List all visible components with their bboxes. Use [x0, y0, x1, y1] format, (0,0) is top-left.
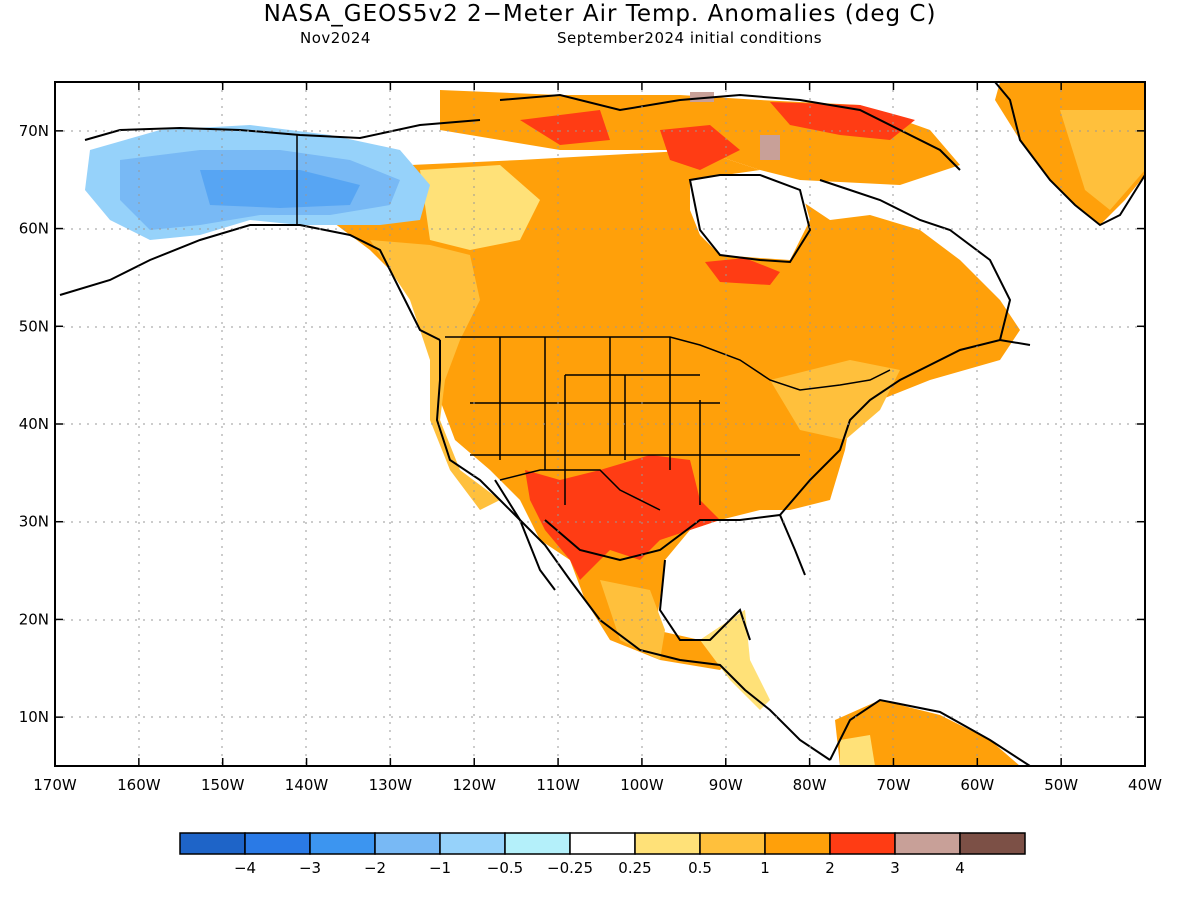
colorbar-swatch: [309, 832, 376, 855]
anomaly-region-texas-mexico: [525, 455, 720, 580]
lon-tick-label: 120W: [452, 776, 496, 794]
coastline-arctic: [499, 93, 961, 171]
longitude-axis: 170W 160W 150W 140W 130W 120W 110W 100W 90W 80W 70…: [33, 82, 1162, 794]
anomaly-region-alaska-deep: [200, 170, 360, 208]
political-borders: [296, 135, 891, 511]
anomaly-region-arctic-red-2: [520, 110, 610, 145]
colorbar-label: −0.25: [547, 859, 593, 877]
anomaly-region-baffin-red: [660, 125, 740, 170]
colorbar-swatch: [699, 832, 766, 855]
lat-tick-label: 20N: [19, 610, 49, 628]
lat-tick-label: 10N: [19, 708, 49, 726]
lat-tick-label: 40N: [19, 415, 49, 433]
latitude-axis: 10N 20N 30N 40N 50N 60N 70N: [19, 122, 1145, 726]
colorbar-swatch: [764, 832, 831, 855]
lon-tick-label: 60W: [960, 776, 994, 794]
coastline-yucatan: [658, 559, 751, 641]
coastline-west-usa: [435, 340, 831, 761]
init-conditions-label: September2024 initial conditions: [557, 29, 823, 47]
colorbar-swatch: [374, 832, 441, 855]
lon-tick-label: 40W: [1128, 776, 1162, 794]
lon-tick-label: 110W: [536, 776, 580, 794]
lon-tick-label: 130W: [369, 776, 413, 794]
coastline-alaska-north: [84, 119, 481, 141]
lon-tick-label: 160W: [117, 776, 161, 794]
coastline-baja: [494, 479, 556, 591]
colorbar-swatch: [959, 832, 1026, 855]
colorbar-label: 2: [825, 859, 835, 877]
anomaly-region-central-canada-usa: [300, 150, 1020, 670]
map-field: [55, 82, 1145, 766]
lat-tick-label: 50N: [19, 317, 49, 335]
anomaly-spot-mauve: [760, 135, 780, 160]
anomaly-region-greenland-light: [1060, 110, 1145, 210]
coastline-labrador: [819, 179, 1012, 341]
anomaly-spot-mauve: [690, 92, 714, 102]
coastline-south-america: [829, 698, 1031, 766]
lat-tick-label: 60N: [19, 220, 49, 238]
lon-tick-label: 50W: [1044, 776, 1078, 794]
anomaly-region-central-america: [700, 610, 770, 710]
coastline-alaska: [59, 224, 441, 341]
coastline-hudson: [688, 174, 812, 264]
lon-tick-label: 150W: [201, 776, 245, 794]
coastlines: [59, 82, 1145, 766]
colorbar-swatch: [634, 832, 701, 855]
colorbar-swatch: [179, 832, 246, 855]
colorbar-label: 0.5: [688, 859, 712, 877]
colorbar-label: 3: [890, 859, 900, 877]
lon-tick-label: 100W: [620, 776, 664, 794]
valid-month-label: Nov2024: [300, 29, 371, 47]
lat-tick-label: 30N: [19, 513, 49, 531]
lat-tick-label: 70N: [19, 122, 49, 140]
anomaly-region-yukon: [420, 165, 540, 250]
coastline-east-usa: [779, 338, 1031, 516]
colorbar-swatch: [569, 832, 636, 855]
lon-tick-label: 140W: [285, 776, 329, 794]
colorbar-swatch: [504, 832, 571, 855]
colorbar-label: −1: [429, 859, 451, 877]
colorbar-label: −0.5: [487, 859, 523, 877]
anomaly-region-south-america-light: [840, 735, 875, 766]
lon-tick-label: 90W: [709, 776, 743, 794]
colorbar-label: −3: [299, 859, 321, 877]
state-borders: [470, 337, 800, 505]
colorbar-swatch: [894, 832, 961, 855]
colorbar-label: 1: [760, 859, 770, 877]
map-title: NASA_GEOS5v2 2−Meter Air Temp. Anomalies…: [263, 1, 937, 27]
coastline-greenland: [994, 82, 1145, 227]
colorbar-swatch: [244, 832, 311, 855]
anomaly-region-west-coast: [370, 240, 500, 510]
coastline-gulf: [544, 513, 806, 576]
colorbar-swatch: [829, 832, 896, 855]
colorbar: −4 −3 −2 −1 −0.5 −0.25 0.25 0.5 1 2 3 4: [179, 832, 1026, 877]
colorbar-label: 0.25: [618, 859, 651, 877]
border-usa-mexico: [499, 469, 661, 511]
anomaly-region-hudson-south: [705, 258, 780, 285]
anomaly-region-south-america: [835, 700, 1020, 766]
hudson-bay: [690, 170, 810, 260]
anomaly-region-arctic-red: [770, 102, 915, 140]
gridlines: [55, 82, 1145, 766]
colorbar-label: 4: [955, 859, 965, 877]
lon-tick-label: 70W: [877, 776, 911, 794]
lon-tick-label: 170W: [33, 776, 77, 794]
border-usa-canada: [445, 336, 891, 391]
colorbar-label: −4: [234, 859, 256, 877]
lon-tick-label: 80W: [793, 776, 827, 794]
colorbar-swatch: [439, 832, 506, 855]
colorbar-label: −2: [364, 859, 386, 877]
